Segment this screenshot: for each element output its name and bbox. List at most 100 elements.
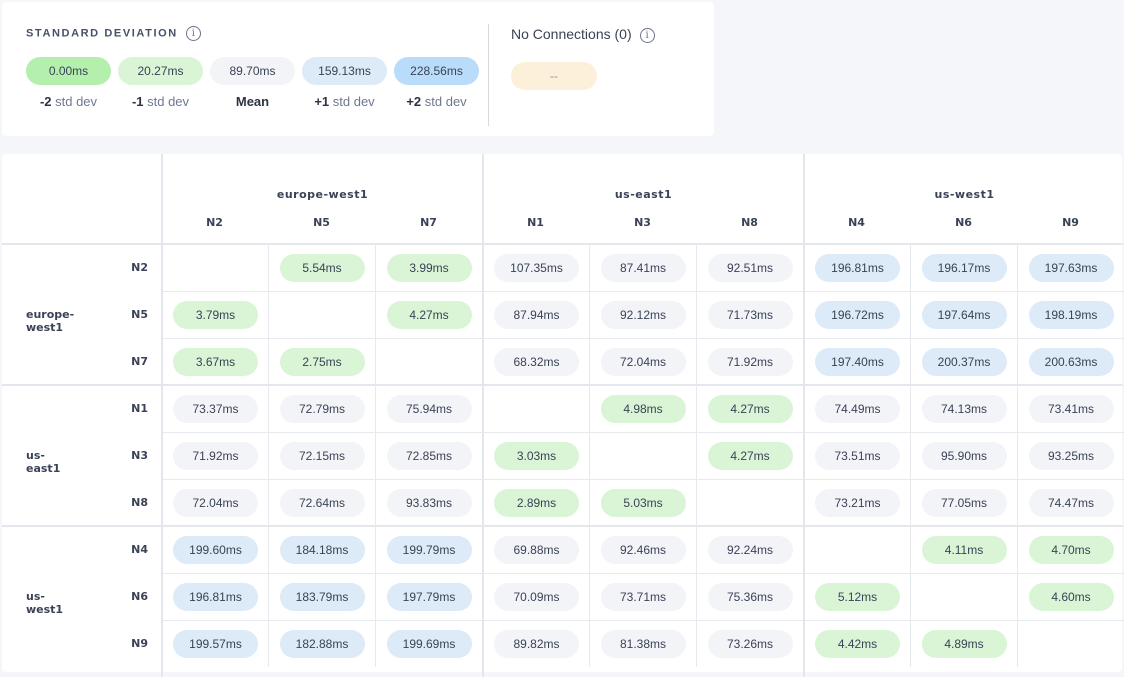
latency-pill[interactable]: 72.64ms [279,489,365,517]
latency-pill[interactable]: 71.92ms [173,442,258,470]
latency-pill[interactable]: 73.26ms [707,630,793,658]
latency-pill[interactable]: 196.81ms [173,583,258,611]
latency-pill[interactable]: 92.46ms [600,536,686,564]
latency-pill[interactable]: 4.60ms [1028,583,1114,611]
latency-pill[interactable]: 5.12ms [815,583,900,611]
latency-pill[interactable]: 184.18ms [279,536,365,564]
latency-pill[interactable]: 182.88ms [279,630,365,658]
latency-pill[interactable]: 199.69ms [386,630,472,658]
latency-pill[interactable]: 2.75ms [279,348,365,376]
latency-pill[interactable]: 183.79ms [279,583,365,611]
matrix-cell: 68.32ms [482,338,589,385]
matrix-cell: 93.83ms [375,479,482,526]
latency-pill[interactable]: 199.79ms [386,536,472,564]
latency-pill[interactable]: 73.51ms [815,442,900,470]
latency-pill[interactable]: 72.15ms [279,442,365,470]
latency-pill[interactable]: 89.82ms [494,630,579,658]
latency-pill[interactable]: 5.03ms [600,489,686,517]
latency-pill[interactable]: 72.85ms [386,442,472,470]
latency-pill[interactable]: 198.19ms [1028,301,1114,329]
latency-pill[interactable]: 3.03ms [494,442,579,470]
latency-pill[interactable]: 75.94ms [386,395,472,423]
legend-items: 0.00ms -2 std dev 20.27ms -1 std dev 89.70ms… [26,57,479,109]
latency-pill[interactable]: 73.37ms [173,395,258,423]
matrix-cell: 95.90ms [910,432,1017,479]
latency-pill[interactable]: 197.63ms [1028,254,1114,282]
matrix-cell: 196.72ms [803,291,910,338]
latency-pill[interactable]: 3.67ms [173,348,258,376]
latency-pill[interactable]: 73.41ms [1028,395,1114,423]
latency-pill[interactable]: 4.27ms [707,442,793,470]
latency-pill[interactable]: 73.71ms [600,583,686,611]
latency-pill[interactable]: 73.21ms [815,489,900,517]
latency-pill[interactable]: 4.98ms [600,395,686,423]
latency-pill[interactable]: 4.42ms [815,630,900,658]
matrix-cell: 199.69ms [375,620,482,667]
matrix-cell: 4.70ms [1017,526,1124,573]
matrix-cell: 199.57ms [161,620,268,667]
matrix-cell: 182.88ms [268,620,375,667]
matrix-cell [589,432,696,479]
latency-pill[interactable]: 93.83ms [386,489,472,517]
latency-pill[interactable]: 93.25ms [1028,442,1114,470]
latency-pill[interactable]: 200.37ms [921,348,1007,376]
std-dev-title: STANDARD DEVIATION i [26,26,201,41]
latency-pill[interactable]: 81.38ms [600,630,686,658]
row-group-header: europe-west1 [26,308,75,334]
matrix-cell: 81.38ms [589,620,696,667]
matrix-cell: 198.19ms [1017,291,1124,338]
info-icon[interactable]: i [639,27,655,43]
latency-pill[interactable]: 2.89ms [494,489,579,517]
latency-pill[interactable]: 71.92ms [707,348,793,376]
latency-pill[interactable]: 74.49ms [815,395,900,423]
info-icon[interactable]: i [185,26,201,41]
latency-pill[interactable]: 196.17ms [921,254,1007,282]
latency-pill[interactable]: 3.99ms [386,254,472,282]
latency-pill[interactable]: 77.05ms [921,489,1007,517]
latency-pill[interactable]: 71.73ms [707,301,793,329]
latency-pill[interactable]: 107.35ms [494,254,579,282]
matrix-cell: 72.15ms [268,432,375,479]
matrix-cell: 87.94ms [482,291,589,338]
latency-pill[interactable]: 87.41ms [600,254,686,282]
legend-value-pill: 228.56ms [394,57,479,85]
latency-pill[interactable]: 4.27ms [386,301,472,329]
latency-pill[interactable]: 4.11ms [921,536,1007,564]
latency-pill[interactable]: 92.51ms [707,254,793,282]
latency-pill[interactable]: 199.60ms [173,536,258,564]
legend-item: 20.27ms -1 std dev [118,57,203,109]
matrix-cell: 196.81ms [803,244,910,291]
latency-pill[interactable]: 4.70ms [1028,536,1114,564]
latency-pill[interactable]: 5.54ms [279,254,365,282]
no-connections-title-text: No Connections (0) [511,26,632,42]
latency-pill[interactable]: 92.12ms [600,301,686,329]
latency-pill[interactable]: 72.04ms [600,348,686,376]
latency-pill[interactable]: 72.04ms [173,489,258,517]
latency-pill[interactable]: 4.27ms [707,395,793,423]
matrix-cell: 5.03ms [589,479,696,526]
latency-pill[interactable]: 196.81ms [815,254,900,282]
latency-pill[interactable]: 3.79ms [173,301,258,329]
latency-pill[interactable]: 69.88ms [494,536,579,564]
latency-pill[interactable]: 75.36ms [707,583,793,611]
latency-pill[interactable]: 197.40ms [815,348,900,376]
latency-pill[interactable]: 68.32ms [494,348,579,376]
latency-pill[interactable]: 95.90ms [921,442,1007,470]
latency-pill[interactable]: 74.13ms [921,395,1007,423]
legend-item: 159.13ms +1 std dev [302,57,387,109]
latency-pill[interactable]: 196.72ms [815,301,900,329]
latency-pill[interactable]: 70.09ms [494,583,579,611]
latency-pill[interactable]: 197.64ms [921,301,1007,329]
latency-pill[interactable]: 199.57ms [173,630,258,658]
latency-pill[interactable]: 197.79ms [386,583,472,611]
latency-pill[interactable]: 87.94ms [494,301,579,329]
matrix-cell [696,479,803,526]
latency-pill[interactable]: 74.47ms [1028,489,1114,517]
latency-pill[interactable]: 92.24ms [707,536,793,564]
divider [488,24,489,126]
legend-caption: +2 std dev [394,94,479,109]
latency-pill[interactable]: 4.89ms [921,630,1007,658]
matrix-cell: 5.12ms [803,573,910,620]
latency-pill[interactable]: 72.79ms [279,395,365,423]
latency-pill[interactable]: 200.63ms [1028,348,1114,376]
